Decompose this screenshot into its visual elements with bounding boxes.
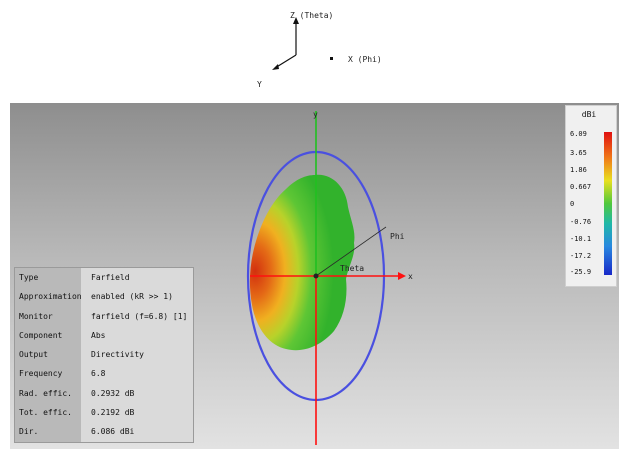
y-axis-label: Y	[257, 80, 262, 89]
scene-x-axis-label: x	[408, 272, 413, 281]
info-value: 0.2192 dB	[81, 403, 193, 423]
info-key: Approximation	[15, 287, 81, 307]
info-row: Approximation enabled (kR >> 1)	[15, 287, 193, 307]
z-axis-arrow	[293, 17, 299, 24]
phi-label: Phi	[390, 232, 405, 241]
legend-tick: 0.667	[570, 183, 592, 191]
info-value: Abs	[81, 325, 193, 346]
x-axis-arrow	[398, 272, 406, 280]
legend-tick: 6.09	[570, 130, 587, 138]
y-axis-line	[274, 54, 297, 69]
info-key: Monitor	[15, 306, 81, 326]
z-axis-label: Z (Theta)	[290, 11, 333, 20]
phi-reference-line	[315, 226, 387, 277]
legend-tick: -25.9	[570, 268, 592, 276]
info-value: 6.086 dBi	[81, 422, 193, 442]
info-value: 6.8	[81, 364, 193, 384]
info-value: Directivity	[81, 345, 193, 365]
info-value: enabled (kR >> 1)	[81, 287, 193, 307]
info-key: Dir.	[15, 422, 81, 442]
info-key: Frequency	[15, 364, 81, 384]
info-key: Type	[15, 268, 81, 288]
info-row: Output Directivity	[15, 345, 193, 365]
info-value: Farfield	[81, 268, 193, 288]
farfield-info-panel: Type Farfield Approximation enabled (kR >>…	[14, 267, 194, 443]
info-row: Rad. effic. 0.2932 dB	[15, 383, 193, 404]
info-key: Tot. effic.	[15, 403, 81, 423]
legend-unit-label: dBi	[581, 110, 597, 119]
farfield-3d-viewport[interactable]: y x Phi Theta dBi 6.09 3.65 1.86 0.667 0…	[10, 103, 619, 449]
theta-label: Theta	[340, 264, 364, 273]
scene-y-axis-label: y	[313, 110, 318, 119]
color-scale-legend: dBi 6.09 3.65 1.86 0.667 0 -0.76 -10.1 -…	[565, 105, 617, 287]
info-key: Output	[15, 345, 81, 365]
farfield-pattern-plot[interactable]: y x Phi Theta	[10, 103, 619, 449]
legend-tick: -0.76	[570, 218, 592, 226]
info-row: Type Farfield	[15, 268, 193, 288]
legend-tick: 1.86	[570, 166, 587, 174]
legend-color-bar	[604, 132, 612, 275]
coordinate-axes-widget: Z (Theta) Y X (Phi)	[257, 11, 382, 89]
info-key: Component	[15, 325, 81, 346]
info-value: 0.2932 dB	[81, 383, 193, 404]
legend-tick: 0	[570, 200, 575, 208]
radiation-pattern-surface	[249, 174, 355, 351]
legend-tick: -17.2	[570, 252, 592, 260]
y-axis-arrow	[272, 64, 279, 70]
info-row: Frequency 6.8	[15, 364, 193, 384]
legend-tick: 3.65	[570, 149, 587, 157]
info-value: farfield (f=6.8) [1]	[81, 306, 193, 326]
info-row: Monitor farfield (f=6.8) [1]	[15, 306, 193, 326]
info-row: Tot. effic. 0.2192 dB	[15, 403, 193, 423]
x-axis-label: X (Phi)	[348, 55, 382, 64]
info-key: Rad. effic.	[15, 383, 81, 404]
legend-tick: -10.1	[570, 235, 592, 243]
info-row: Dir. 6.086 dBi	[15, 422, 193, 442]
origin-marker	[313, 273, 319, 279]
x-axis-dot	[330, 57, 333, 60]
info-row: Component Abs	[15, 325, 193, 346]
